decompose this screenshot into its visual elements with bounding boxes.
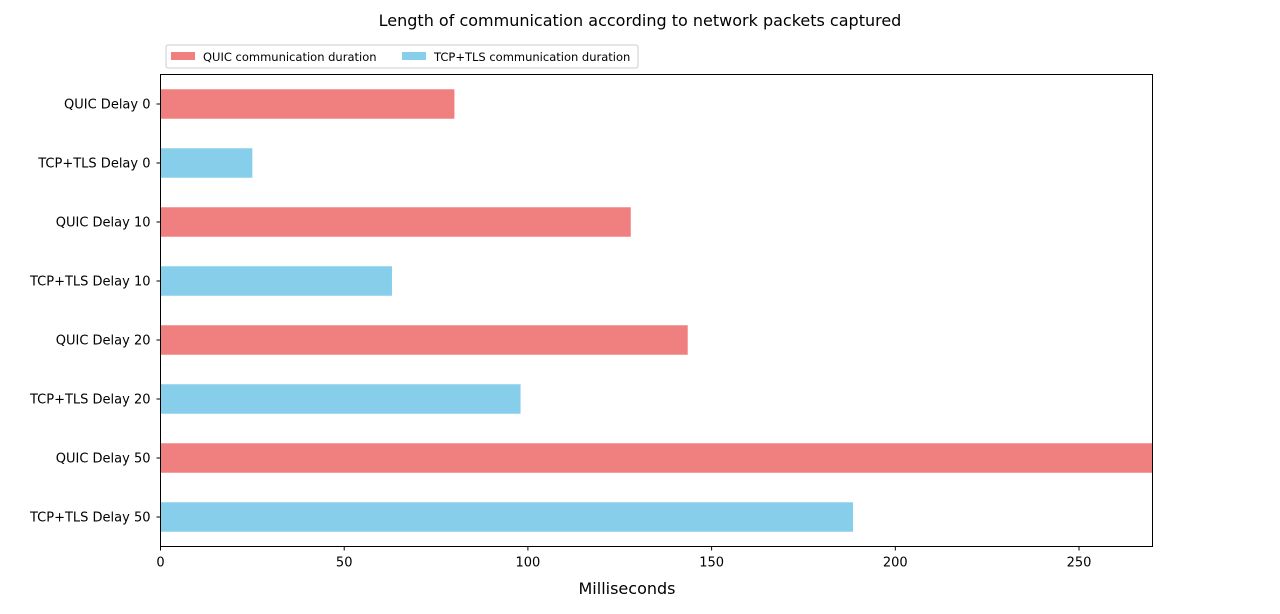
plot-frame xyxy=(160,74,1153,547)
x-axis-ticks: 0 50 100 150 200 250 xyxy=(156,546,1092,571)
x-tick-label: 50 xyxy=(336,556,353,571)
y-tick-label: TCP+TLS Delay 0 xyxy=(37,157,150,172)
y-tick-label: QUIC Delay 0 xyxy=(64,98,150,113)
bar-tcp-tls-delay-20 xyxy=(160,384,521,414)
y-tick-label: QUIC Delay 10 xyxy=(56,216,151,231)
bar-tcp-tls-delay-0 xyxy=(160,148,253,178)
legend-label-tcp: TCP+TLS communication duration xyxy=(433,50,630,64)
y-tick-label: TCP+TLS Delay 10 xyxy=(29,275,151,290)
y-tick-label: QUIC Delay 50 xyxy=(56,452,151,467)
bar-quic-delay-20 xyxy=(160,325,688,355)
legend-label-quic: QUIC communication duration xyxy=(203,50,377,64)
x-tick-label: 250 xyxy=(1067,556,1092,571)
x-tick-label: 0 xyxy=(156,556,164,571)
chart-title: Length of communication according to net… xyxy=(379,11,902,30)
bar-tcp-tls-delay-50 xyxy=(160,502,854,532)
bar-quic-delay-10 xyxy=(160,207,631,237)
y-tick-label: TCP+TLS Delay 20 xyxy=(29,393,151,408)
x-tick-label: 100 xyxy=(515,556,540,571)
x-axis-label: Milliseconds xyxy=(579,579,676,598)
bar-quic-delay-0 xyxy=(160,89,455,119)
y-tick-label: TCP+TLS Delay 50 xyxy=(29,511,151,526)
x-tick-label: 150 xyxy=(699,556,724,571)
bar-quic-delay-50 xyxy=(160,443,1153,473)
bar-tcp-tls-delay-10 xyxy=(160,266,392,296)
y-axis-ticks: QUIC Delay 0 TCP+TLS Delay 0 QUIC Delay 10… xyxy=(29,98,161,526)
y-tick-label: QUIC Delay 20 xyxy=(56,334,151,349)
x-tick-label: 200 xyxy=(883,556,908,571)
legend: QUIC communication duration TCP+TLS comm… xyxy=(165,44,639,69)
legend-swatch-quic xyxy=(171,52,195,60)
legend-swatch-tcp xyxy=(402,52,426,60)
bars-group xyxy=(160,89,1153,532)
